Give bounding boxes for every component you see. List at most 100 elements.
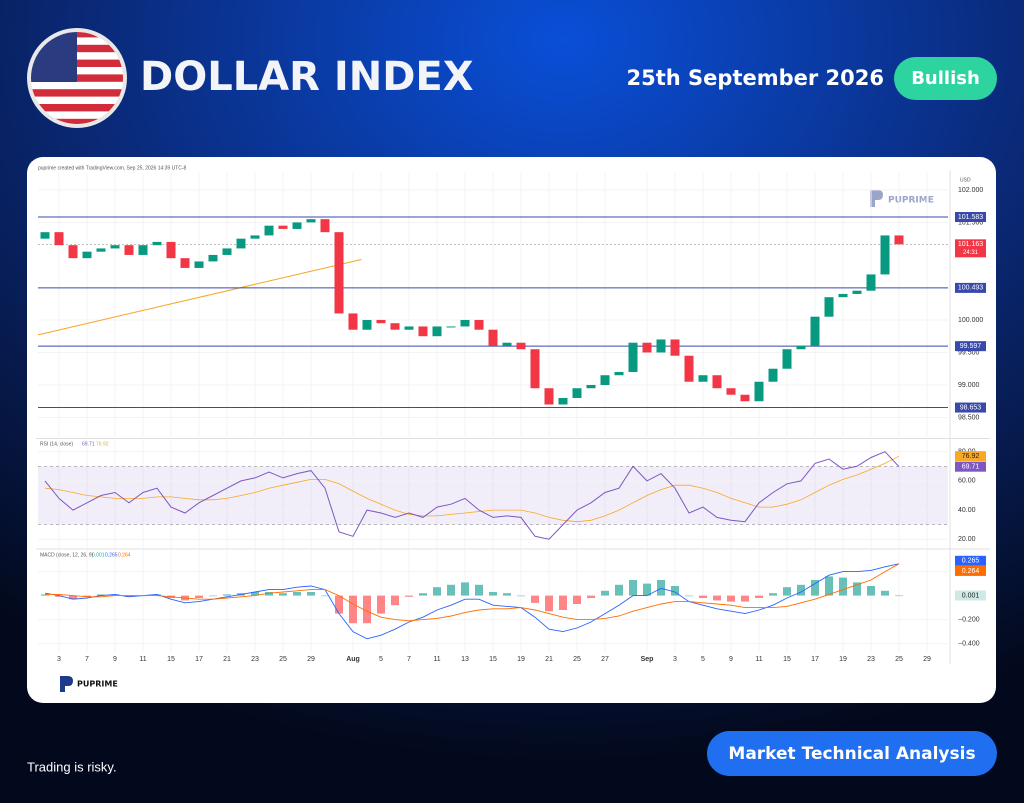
candle (54, 232, 64, 246)
pane-title: MACD (close, 12, 26, 9) (40, 552, 94, 558)
candle (544, 388, 554, 405)
x-tick-label: 23 (251, 656, 259, 663)
histogram-last-label-bg (955, 590, 986, 601)
pane-legend-value: 69.71 (82, 441, 95, 447)
pane-legend-value: 0.265 (105, 552, 118, 558)
candle (782, 349, 792, 369)
candle (628, 342, 638, 372)
y-tick-label: 101.500 (958, 219, 983, 226)
candle (348, 313, 358, 330)
histogram-bar (279, 593, 287, 596)
candle (880, 235, 890, 275)
level-label: 99.597 (960, 343, 982, 350)
histogram-bar (447, 584, 455, 596)
candle (754, 381, 764, 402)
rsi-last-label-bg (955, 461, 986, 472)
candle (768, 368, 778, 382)
x-tick-label: 7 (85, 656, 89, 663)
histogram-bar (713, 595, 721, 601)
candle (698, 375, 708, 382)
pane-legend-value: 0.001 (92, 552, 105, 558)
level-label-bg (955, 402, 986, 413)
candle (656, 339, 666, 353)
x-tick-label: 19 (517, 656, 525, 663)
y-tick-label: 102.000 (958, 187, 983, 194)
macd-last-label: 0.265 (962, 558, 980, 565)
x-tick-label: 13 (461, 656, 469, 663)
histogram-bar (433, 587, 441, 596)
date: 25th September 2026 (627, 66, 884, 90)
bottom-logo-text: PUPRIME (77, 680, 118, 689)
x-tick-label: 15 (489, 656, 497, 663)
candle (516, 342, 526, 350)
y-tick-label: 98.500 (958, 414, 980, 421)
histogram-bar (601, 590, 609, 596)
histogram-bar (727, 595, 735, 602)
y-tick-label: −0.400 (958, 640, 980, 647)
histogram-bar (293, 592, 301, 596)
candle (614, 371, 624, 376)
pane-legend-value: 0.264 (118, 552, 131, 558)
histogram-bar (741, 595, 749, 602)
badge-bg (894, 57, 997, 100)
histogram-bar (153, 594, 161, 596)
x-tick-label: 29 (307, 656, 315, 663)
histogram-bar (419, 593, 427, 596)
histogram-bar (377, 595, 385, 614)
candle (236, 238, 246, 249)
pane-title: RSI (14, close) (40, 441, 73, 447)
x-tick-label: 19 (839, 656, 847, 663)
x-tick-label: Sep (641, 656, 654, 663)
histogram-bar (405, 595, 413, 597)
histogram-bar (895, 595, 903, 597)
x-tick-label: 21 (223, 656, 231, 663)
candle (852, 290, 862, 294)
histogram-bar (41, 594, 49, 596)
candle (684, 355, 694, 382)
histogram-bar (125, 595, 133, 597)
candle (838, 293, 848, 298)
x-tick-label: 29 (923, 656, 931, 663)
histogram-bar (265, 592, 273, 596)
histogram-bar (531, 595, 539, 603)
watermark-text: PUPRIME (888, 196, 934, 206)
macd-last-label-bg (955, 555, 986, 566)
level-label: 98.653 (960, 404, 982, 411)
candle (642, 342, 652, 353)
candle (278, 225, 288, 229)
histogram-last-label: 0.001 (962, 592, 980, 599)
x-tick-label: 15 (783, 656, 791, 663)
candle (866, 274, 876, 291)
countdown: 24:31 (963, 250, 979, 256)
title: DOLLAR INDEX (140, 54, 474, 100)
candle (320, 219, 330, 233)
button-bg[interactable] (707, 731, 997, 776)
rsi-last-label: 69.71 (962, 464, 980, 471)
candle (138, 245, 148, 255)
y-tick-label: 20.00 (958, 536, 976, 543)
candle (558, 397, 568, 405)
candle (292, 222, 302, 229)
histogram-bar (517, 595, 525, 597)
rsi-last-label: 76.92 (962, 453, 980, 460)
x-tick-label: 25 (573, 656, 581, 663)
candle (572, 388, 582, 398)
histogram-bar (839, 577, 847, 596)
candle (796, 345, 806, 350)
histogram-bar (307, 592, 315, 596)
histogram-bar (195, 595, 203, 598)
histogram-bar (867, 586, 875, 596)
candle (810, 316, 820, 346)
histogram-bar (643, 583, 651, 596)
last-price-bg (955, 239, 986, 258)
candle (418, 326, 428, 337)
candle (208, 254, 218, 262)
candle (432, 326, 442, 337)
histogram-bar (811, 580, 819, 596)
candle (502, 342, 512, 346)
rsi-last-label-bg (955, 451, 986, 462)
button[interactable]: Market Technical Analysis (728, 744, 975, 764)
histogram-bar (503, 593, 511, 596)
histogram-bar (685, 595, 693, 597)
